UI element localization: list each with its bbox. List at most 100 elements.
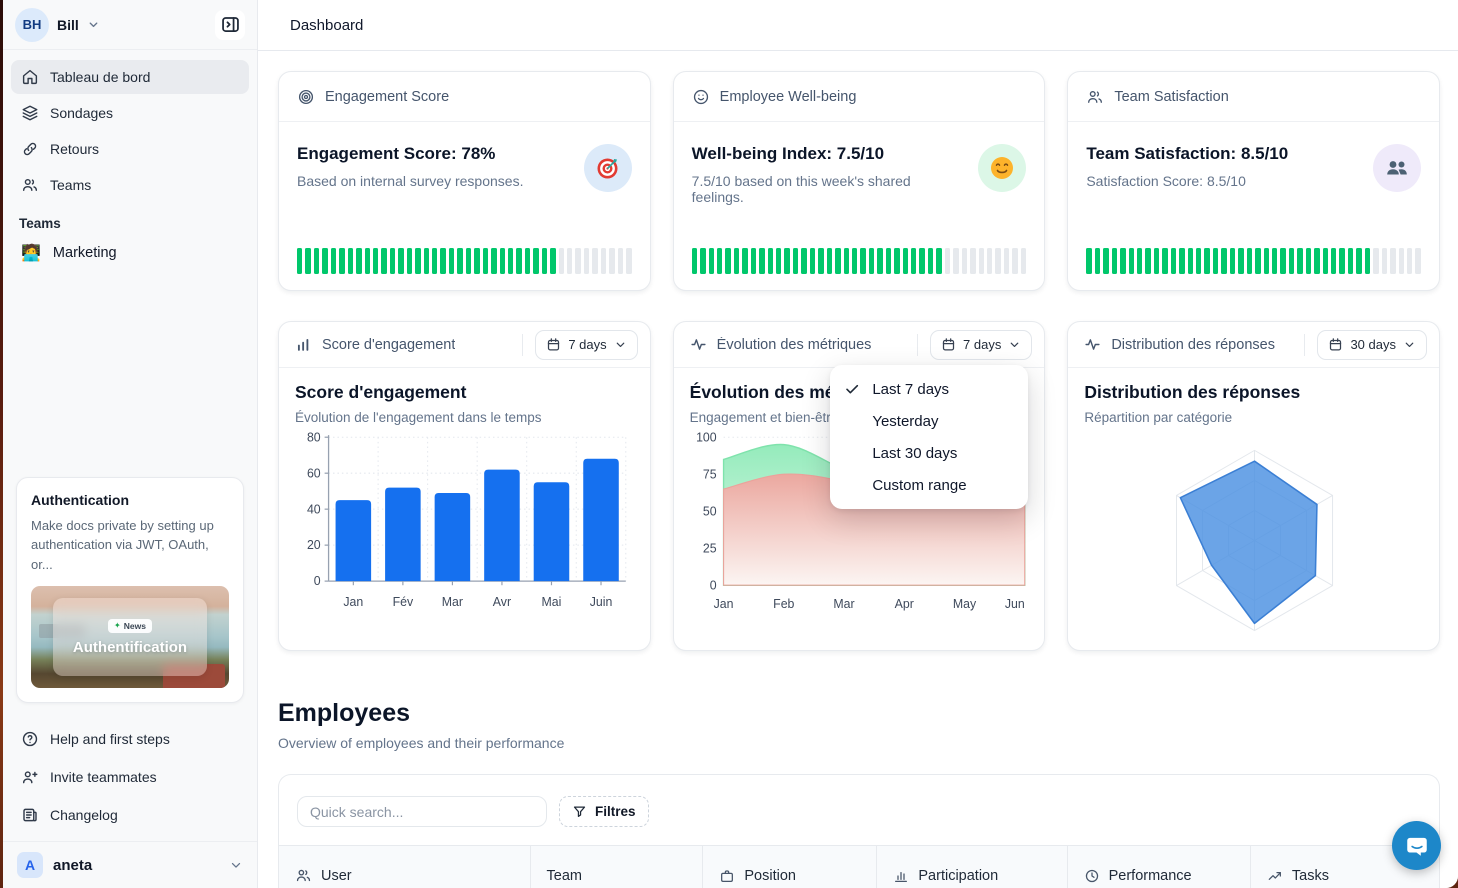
workspace-switcher[interactable]: A aneta <box>3 841 257 888</box>
progress-segment <box>894 248 900 274</box>
intercom-chat-button[interactable] <box>1392 821 1441 870</box>
users-icon <box>1086 88 1104 106</box>
progress-segment <box>1020 248 1027 274</box>
svg-text:Juin: Juin <box>590 595 613 609</box>
svg-text:0: 0 <box>709 578 716 592</box>
card-header-label: Score d'engagement <box>322 336 456 353</box>
progress-segment <box>1381 248 1388 274</box>
chart-title: Distribution des réponses <box>1084 382 1301 402</box>
sidebar-item-help[interactable]: Help and first steps <box>11 721 249 757</box>
progress-segment <box>381 248 387 274</box>
app-window: BH Bill Tableau de bord Sondages <box>3 0 1458 888</box>
svg-text:Fév: Fév <box>393 595 414 609</box>
users-icon <box>21 176 39 194</box>
card-header-label: Évolution des métriques <box>716 336 872 353</box>
progress-segment <box>372 248 379 274</box>
progress-segment <box>297 248 303 274</box>
stat-subtitle: Satisfaction Score: 8.5/10 <box>1086 173 1246 189</box>
sidebar-item-label: Teams <box>50 177 92 193</box>
chevron-down-icon[interactable] <box>229 858 243 872</box>
sidebar-item-dashboard[interactable]: Tableau de bord <box>11 60 249 94</box>
people-emoji-icon <box>1372 144 1421 192</box>
range-selector-button[interactable]: 30 days <box>1317 329 1427 360</box>
help-circle-icon <box>21 730 39 748</box>
column-header-team[interactable]: Team <box>529 846 703 888</box>
promo-image[interactable]: ✦ News Authentification <box>31 586 229 688</box>
progress-segment <box>1271 248 1278 274</box>
menu-item-last-30-days[interactable]: Last 30 days <box>872 444 958 462</box>
home-icon <box>21 68 39 86</box>
stat-subtitle: 7.5/10 based on this week's shared feeli… <box>691 173 911 205</box>
column-header-tasks[interactable]: Tasks <box>1249 846 1439 888</box>
progress-segment <box>575 248 581 274</box>
sidebar-section-teams-label: Teams <box>19 216 61 231</box>
filters-button[interactable]: Filtres <box>559 796 649 827</box>
progress-segment <box>1204 248 1210 274</box>
progress-segment <box>1339 248 1345 274</box>
user-avatar[interactable]: BH <box>15 7 49 42</box>
menu-item-last-7-days[interactable]: Last 7 days <box>830 373 1028 405</box>
svg-text:80: 80 <box>307 430 321 444</box>
progress-segment <box>313 248 320 274</box>
svg-text:Mar: Mar <box>833 597 854 611</box>
progress-segment <box>507 248 514 274</box>
progress-segment <box>902 248 909 274</box>
chevron-down-icon <box>1403 338 1416 351</box>
range-selector-button[interactable]: 7 days <box>930 329 1033 360</box>
range-selector-button[interactable]: 7 days <box>535 329 638 360</box>
calendar-icon <box>1328 337 1343 352</box>
svg-text:40: 40 <box>307 502 321 516</box>
column-header-participation[interactable]: Participation <box>876 846 1066 888</box>
progress-segment <box>474 248 480 274</box>
progress-segment <box>1347 248 1354 274</box>
sidebar-item-feedback[interactable]: Retours <box>11 132 249 166</box>
progress-segment <box>1012 248 1018 274</box>
search-input[interactable] <box>297 796 547 827</box>
column-header-performance[interactable]: Performance <box>1066 846 1250 888</box>
progress-segment <box>465 248 472 274</box>
column-header-user[interactable]: User <box>279 846 530 888</box>
progress-segment <box>1356 248 1362 274</box>
progress-segment <box>1003 248 1010 274</box>
activity-icon <box>690 336 707 353</box>
svg-text:Mar: Mar <box>442 595 463 609</box>
progress-segment <box>1280 248 1286 274</box>
employees-title: Employees <box>278 699 411 727</box>
chevron-down-icon <box>1008 338 1021 351</box>
news-badge: ✦ News <box>108 618 152 633</box>
card-header-label: Distribution des réponses <box>1111 336 1275 353</box>
sidebar-item-surveys[interactable]: Sondages <box>11 96 249 130</box>
target-icon <box>297 88 315 106</box>
progress-segment <box>1331 248 1337 274</box>
main-area: Dashboard Engagement Score Engagement Sc… <box>258 0 1458 888</box>
progress-segment <box>1305 248 1312 274</box>
filters-label: Filtres <box>595 804 636 819</box>
progress-segment <box>936 248 942 274</box>
menu-item-custom-range[interactable]: Custom range <box>872 476 967 494</box>
user-name[interactable]: Bill <box>57 16 79 33</box>
progress-segment <box>725 248 731 274</box>
progress-segment <box>742 248 748 274</box>
sidebar-item-changelog[interactable]: Changelog <box>11 797 249 833</box>
chevron-down-icon <box>614 338 627 351</box>
progress-segment <box>541 248 548 274</box>
bar-chart-icon <box>295 336 312 353</box>
sidebar-header: BH Bill <box>3 0 257 50</box>
sidebar-item-invite[interactable]: Invite teammates <box>11 759 249 795</box>
progress-segment <box>970 248 976 274</box>
authentication-promo-card[interactable]: Authentication Make docs private by sett… <box>16 476 244 703</box>
progress-segment <box>448 248 455 274</box>
column-header-position[interactable]: Position <box>702 846 876 888</box>
chevron-down-icon[interactable] <box>87 18 100 31</box>
sidebar-item-teams[interactable]: Teams <box>11 168 249 202</box>
sidebar-collapse-button[interactable] <box>215 9 245 40</box>
sidebar-team-marketing[interactable]: 🧑‍💻 Marketing <box>3 237 257 269</box>
progress-segment <box>759 248 765 274</box>
sidebar-item-label: Retours <box>50 141 100 157</box>
menu-item-yesterday[interactable]: Yesterday <box>872 412 939 430</box>
progress-segment <box>499 248 505 274</box>
progress-segment <box>927 248 934 274</box>
range-label: 30 days <box>1350 337 1396 352</box>
progress-segment <box>550 248 556 274</box>
svg-text:50: 50 <box>703 504 717 518</box>
